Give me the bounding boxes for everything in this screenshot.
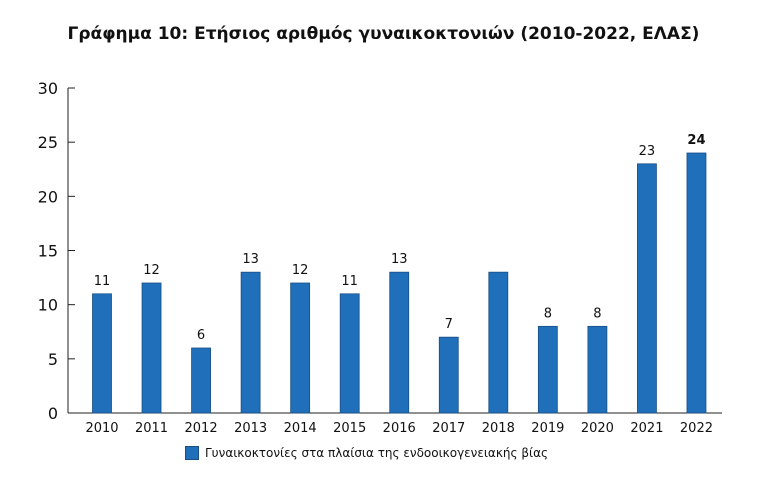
chart-title: Γράφημα 10: Ετήσιος αριθμός γυναικοκτονι… [67, 24, 700, 44]
x-tick-label: 2013 [234, 421, 267, 436]
data-label: 11 [341, 274, 358, 289]
data-label: 8 [544, 306, 552, 321]
bar [686, 152, 707, 414]
y-tick-label: 30 [38, 79, 58, 98]
x-tick-label: 2011 [135, 421, 168, 436]
x-tick-label: 2012 [185, 421, 218, 436]
bar [389, 271, 410, 414]
y-tick-label: 0 [48, 404, 58, 423]
bar [141, 282, 162, 414]
data-label: 8 [593, 306, 601, 321]
bar [488, 271, 509, 414]
data-label: 7 [445, 317, 453, 332]
x-tick-label: 2017 [432, 421, 465, 436]
data-label: 12 [292, 263, 309, 278]
y-tick-label: 25 [38, 133, 58, 152]
legend: Γυναικοκτονίες στα πλαίσια της ενδοοικογ… [185, 446, 548, 460]
data-label: 6 [197, 328, 205, 343]
x-tick-label: 2022 [680, 421, 713, 436]
x-tick-label: 2015 [333, 421, 366, 436]
bar [240, 271, 261, 414]
bar [290, 282, 311, 414]
data-label: 12 [143, 263, 160, 278]
y-tick-label: 5 [48, 350, 58, 369]
bar [637, 163, 657, 414]
bar [587, 325, 608, 414]
data-label: 13 [391, 252, 408, 267]
data-label: 24 [687, 133, 705, 148]
bar [191, 347, 211, 414]
y-tick-label: 10 [38, 296, 58, 315]
y-tick-label: 20 [38, 187, 58, 206]
legend-label: Γυναικοκτονίες στα πλαίσια της ενδοοικογ… [205, 446, 549, 460]
x-tick-label: 2018 [482, 421, 515, 436]
x-tick-label: 2021 [630, 421, 663, 436]
x-tick-label: 2014 [284, 421, 317, 436]
bar [537, 325, 558, 414]
x-tick-label: 2016 [383, 421, 416, 436]
bar [438, 336, 459, 414]
data-label: 23 [639, 144, 656, 159]
x-tick-label: 2010 [85, 421, 118, 436]
legend-swatch [185, 446, 199, 460]
data-label: 11 [94, 274, 111, 289]
y-tick-label: 15 [38, 242, 58, 261]
bar [92, 293, 112, 414]
x-tick-label: 2019 [531, 421, 564, 436]
bar [339, 293, 360, 414]
data-label: 13 [242, 252, 259, 267]
x-tick-label: 2020 [581, 421, 614, 436]
